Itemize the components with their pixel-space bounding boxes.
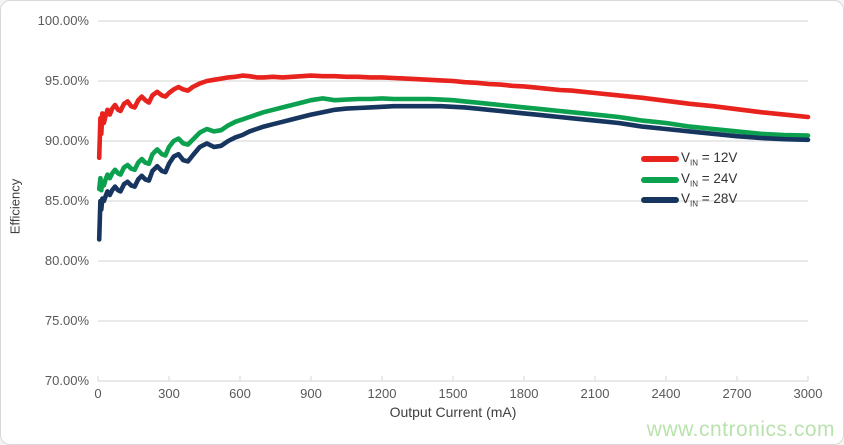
series-line-vin-12v	[96, 73, 811, 161]
legend-item-vin-24v: VIN = 24V	[641, 170, 791, 191]
legend-label: VIN = 12V	[681, 150, 738, 169]
legend-item-vin-12v: VIN = 12V	[641, 149, 791, 170]
watermark: www.cntronics.com	[646, 418, 835, 441]
legend-item-vin-28v: VIN = 28V	[641, 190, 791, 211]
x-axis-title: Output Current (mA)	[389, 404, 517, 420]
legend-swatch-green	[641, 176, 679, 183]
legend: VIN = 12V VIN = 24V VIN = 28V	[641, 149, 791, 211]
series-line-vin-28v	[96, 103, 811, 242]
series-line-vin-24v	[96, 96, 811, 193]
legend-label: VIN = 28V	[681, 191, 738, 210]
legend-label: VIN = 24V	[681, 170, 738, 189]
y-axis-title: Efficiency	[7, 178, 23, 235]
legend-swatch-navy	[641, 197, 679, 204]
legend-swatch-red	[641, 156, 679, 163]
